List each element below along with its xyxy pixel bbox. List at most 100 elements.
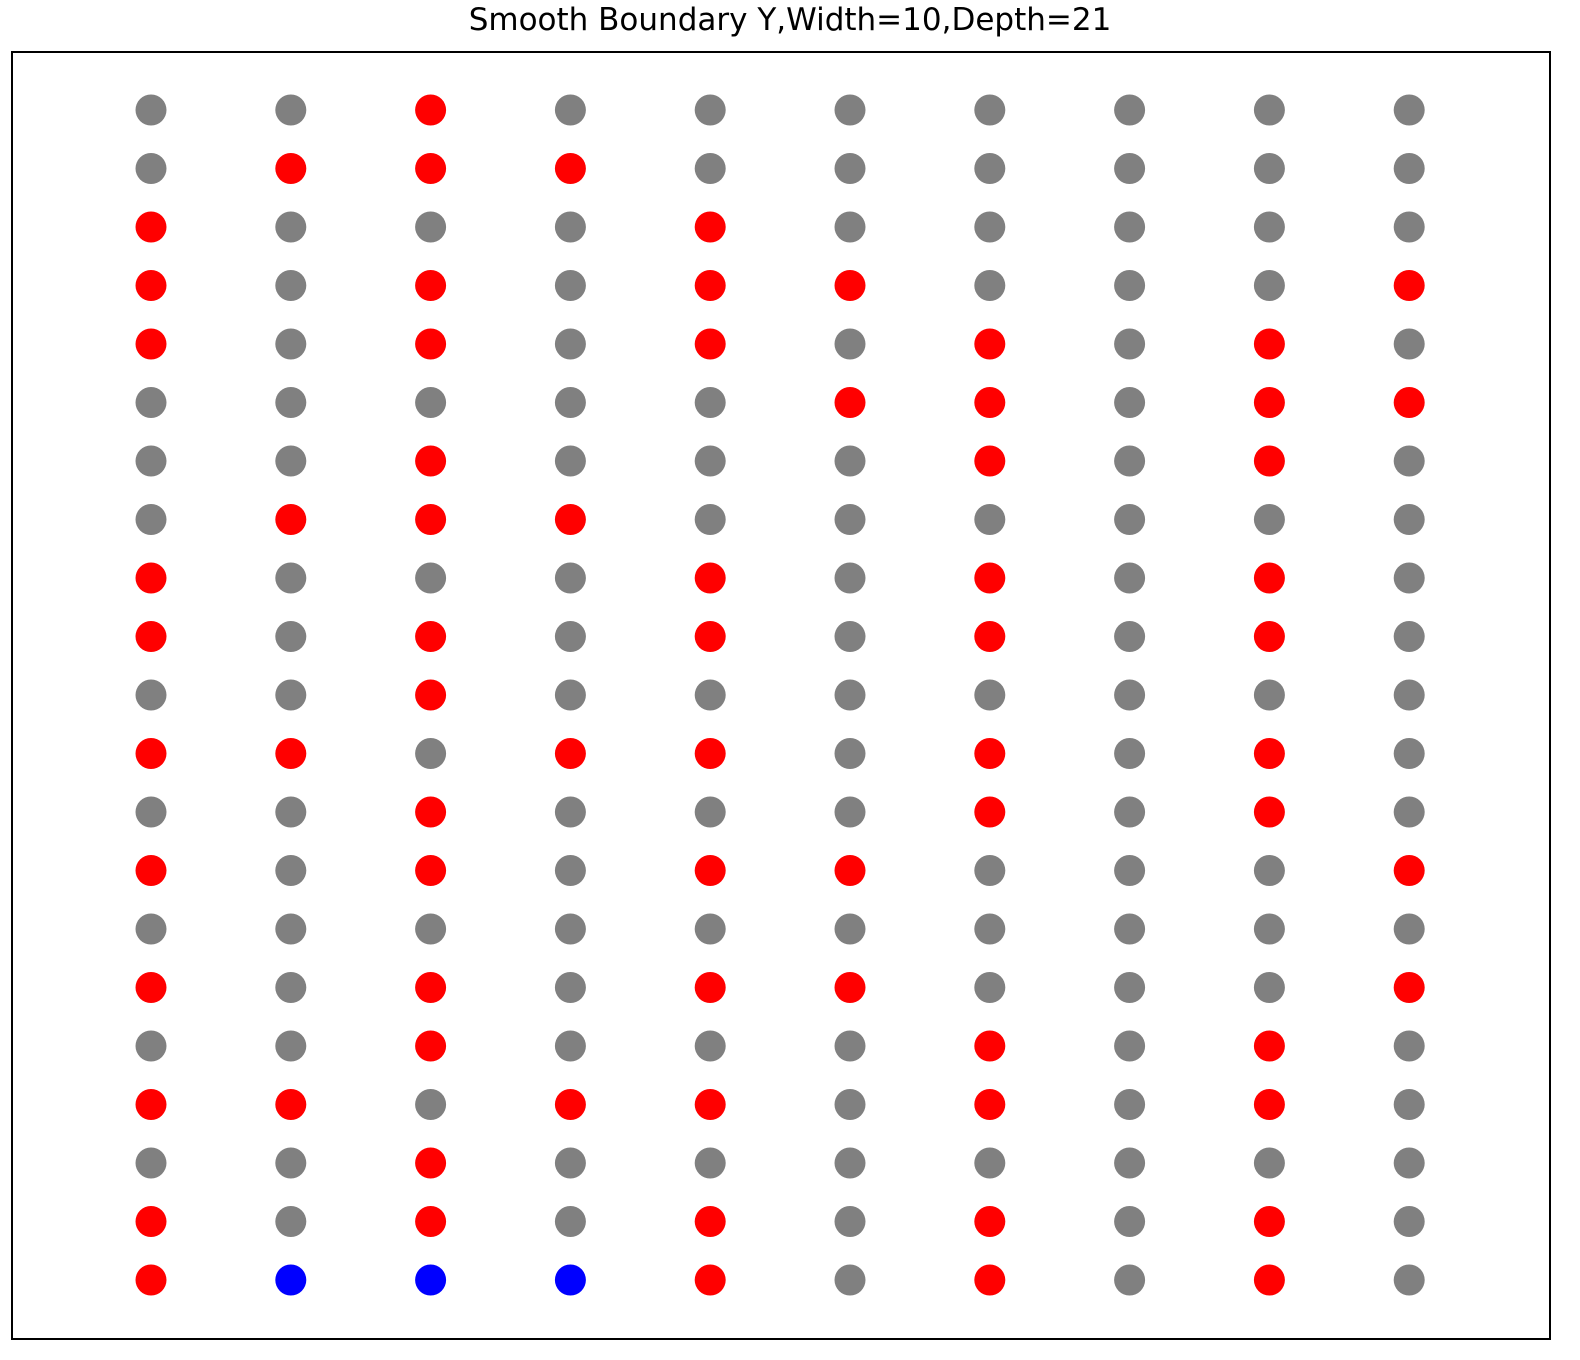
point-gray-r3-c3 <box>415 211 447 243</box>
point-red-r13-c9 <box>1253 796 1285 828</box>
point-red-r14-c1 <box>135 855 167 886</box>
point-gray-r19-c8 <box>1114 1147 1146 1179</box>
point-red-r20-c1 <box>135 1206 167 1237</box>
point-gray-r17-c4 <box>554 1030 586 1062</box>
point-gray-r19-c5 <box>694 1147 726 1179</box>
point-gray-r15-c9 <box>1253 913 1285 945</box>
point-gray-r8-c9 <box>1253 504 1285 535</box>
point-gray-r1-c7 <box>974 94 1006 126</box>
point-gray-r14-c8 <box>1114 855 1146 886</box>
point-gray-r14-c2 <box>275 855 307 886</box>
point-gray-r15-c4 <box>554 913 586 945</box>
point-gray-r16-c9 <box>1253 972 1285 1003</box>
point-gray-r15-c2 <box>275 913 307 945</box>
point-gray-r2-c10 <box>1393 153 1425 184</box>
point-red-r6-c7 <box>974 387 1006 418</box>
point-gray-r11-c9 <box>1253 679 1285 711</box>
point-red-r16-c1 <box>135 972 167 1003</box>
point-gray-r5-c6 <box>834 328 866 360</box>
point-red-r18-c7 <box>974 1089 1006 1120</box>
point-gray-r7-c4 <box>554 445 586 477</box>
point-gray-r1-c6 <box>834 94 866 126</box>
point-gray-r14-c7 <box>974 855 1006 886</box>
point-red-r16-c10 <box>1393 972 1425 1003</box>
point-gray-r1-c9 <box>1253 94 1285 126</box>
point-red-r14-c6 <box>834 855 866 886</box>
point-gray-r7-c2 <box>275 445 307 477</box>
point-gray-r4-c2 <box>275 270 307 301</box>
point-red-r17-c7 <box>974 1030 1006 1062</box>
point-gray-r9-c8 <box>1114 562 1146 594</box>
point-red-r19-c3 <box>415 1147 447 1179</box>
point-red-r12-c4 <box>554 738 586 769</box>
point-red-r10-c5 <box>694 621 726 652</box>
point-gray-r15-c8 <box>1114 913 1146 945</box>
plot-frame <box>11 51 1551 1340</box>
point-red-r14-c5 <box>694 855 726 886</box>
point-gray-r15-c7 <box>974 913 1006 945</box>
point-red-r18-c1 <box>135 1089 167 1120</box>
point-red-r20-c9 <box>1253 1206 1285 1237</box>
point-blue-r21-c2 <box>275 1264 307 1296</box>
point-gray-r13-c10 <box>1393 796 1425 828</box>
point-gray-r3-c6 <box>834 211 866 243</box>
point-gray-r7-c1 <box>135 445 167 477</box>
point-red-r2-c4 <box>554 153 586 184</box>
point-gray-r8-c8 <box>1114 504 1146 535</box>
point-gray-r17-c1 <box>135 1030 167 1062</box>
point-gray-r11-c2 <box>275 679 307 711</box>
point-red-r16-c3 <box>415 972 447 1003</box>
point-red-r20-c7 <box>974 1206 1006 1237</box>
point-gray-r6-c8 <box>1114 387 1146 418</box>
point-red-r8-c2 <box>275 504 307 535</box>
point-gray-r5-c10 <box>1393 328 1425 360</box>
point-gray-r1-c2 <box>275 94 307 126</box>
point-red-r10-c1 <box>135 621 167 652</box>
point-gray-r10-c2 <box>275 621 307 652</box>
point-gray-r15-c6 <box>834 913 866 945</box>
point-gray-r3-c7 <box>974 211 1006 243</box>
point-red-r18-c2 <box>275 1089 307 1120</box>
point-red-r21-c1 <box>135 1264 167 1296</box>
point-gray-r4-c4 <box>554 270 586 301</box>
point-red-r4-c10 <box>1393 270 1425 301</box>
point-gray-r12-c8 <box>1114 738 1146 769</box>
point-gray-r12-c3 <box>415 738 447 769</box>
point-gray-r11-c4 <box>554 679 586 711</box>
point-gray-r10-c4 <box>554 621 586 652</box>
point-gray-r19-c6 <box>834 1147 866 1179</box>
point-gray-r3-c2 <box>275 211 307 243</box>
point-red-r14-c10 <box>1393 855 1425 886</box>
point-gray-r11-c10 <box>1393 679 1425 711</box>
point-gray-r1-c8 <box>1114 94 1146 126</box>
point-gray-r6-c1 <box>135 387 167 418</box>
point-gray-r6-c4 <box>554 387 586 418</box>
point-gray-r13-c2 <box>275 796 307 828</box>
point-red-r6-c10 <box>1393 387 1425 418</box>
point-red-r18-c4 <box>554 1089 586 1120</box>
point-red-r13-c7 <box>974 796 1006 828</box>
point-gray-r21-c6 <box>834 1264 866 1296</box>
point-red-r6-c9 <box>1253 387 1285 418</box>
point-red-r12-c2 <box>275 738 307 769</box>
point-red-r12-c9 <box>1253 738 1285 769</box>
point-gray-r20-c10 <box>1393 1206 1425 1237</box>
point-gray-r5-c2 <box>275 328 307 360</box>
point-red-r17-c9 <box>1253 1030 1285 1062</box>
point-red-r21-c7 <box>974 1264 1006 1296</box>
point-gray-r11-c7 <box>974 679 1006 711</box>
point-gray-r10-c6 <box>834 621 866 652</box>
point-gray-r9-c3 <box>415 562 447 594</box>
point-gray-r17-c10 <box>1393 1030 1425 1062</box>
point-red-r5-c9 <box>1253 328 1285 360</box>
point-gray-r8-c1 <box>135 504 167 535</box>
point-red-r20-c5 <box>694 1206 726 1237</box>
point-red-r17-c3 <box>415 1030 447 1062</box>
point-red-r18-c9 <box>1253 1089 1285 1120</box>
point-gray-r16-c8 <box>1114 972 1146 1003</box>
point-gray-r4-c8 <box>1114 270 1146 301</box>
point-gray-r3-c4 <box>554 211 586 243</box>
point-gray-r2-c5 <box>694 153 726 184</box>
point-gray-r6-c3 <box>415 387 447 418</box>
point-gray-r17-c8 <box>1114 1030 1146 1062</box>
